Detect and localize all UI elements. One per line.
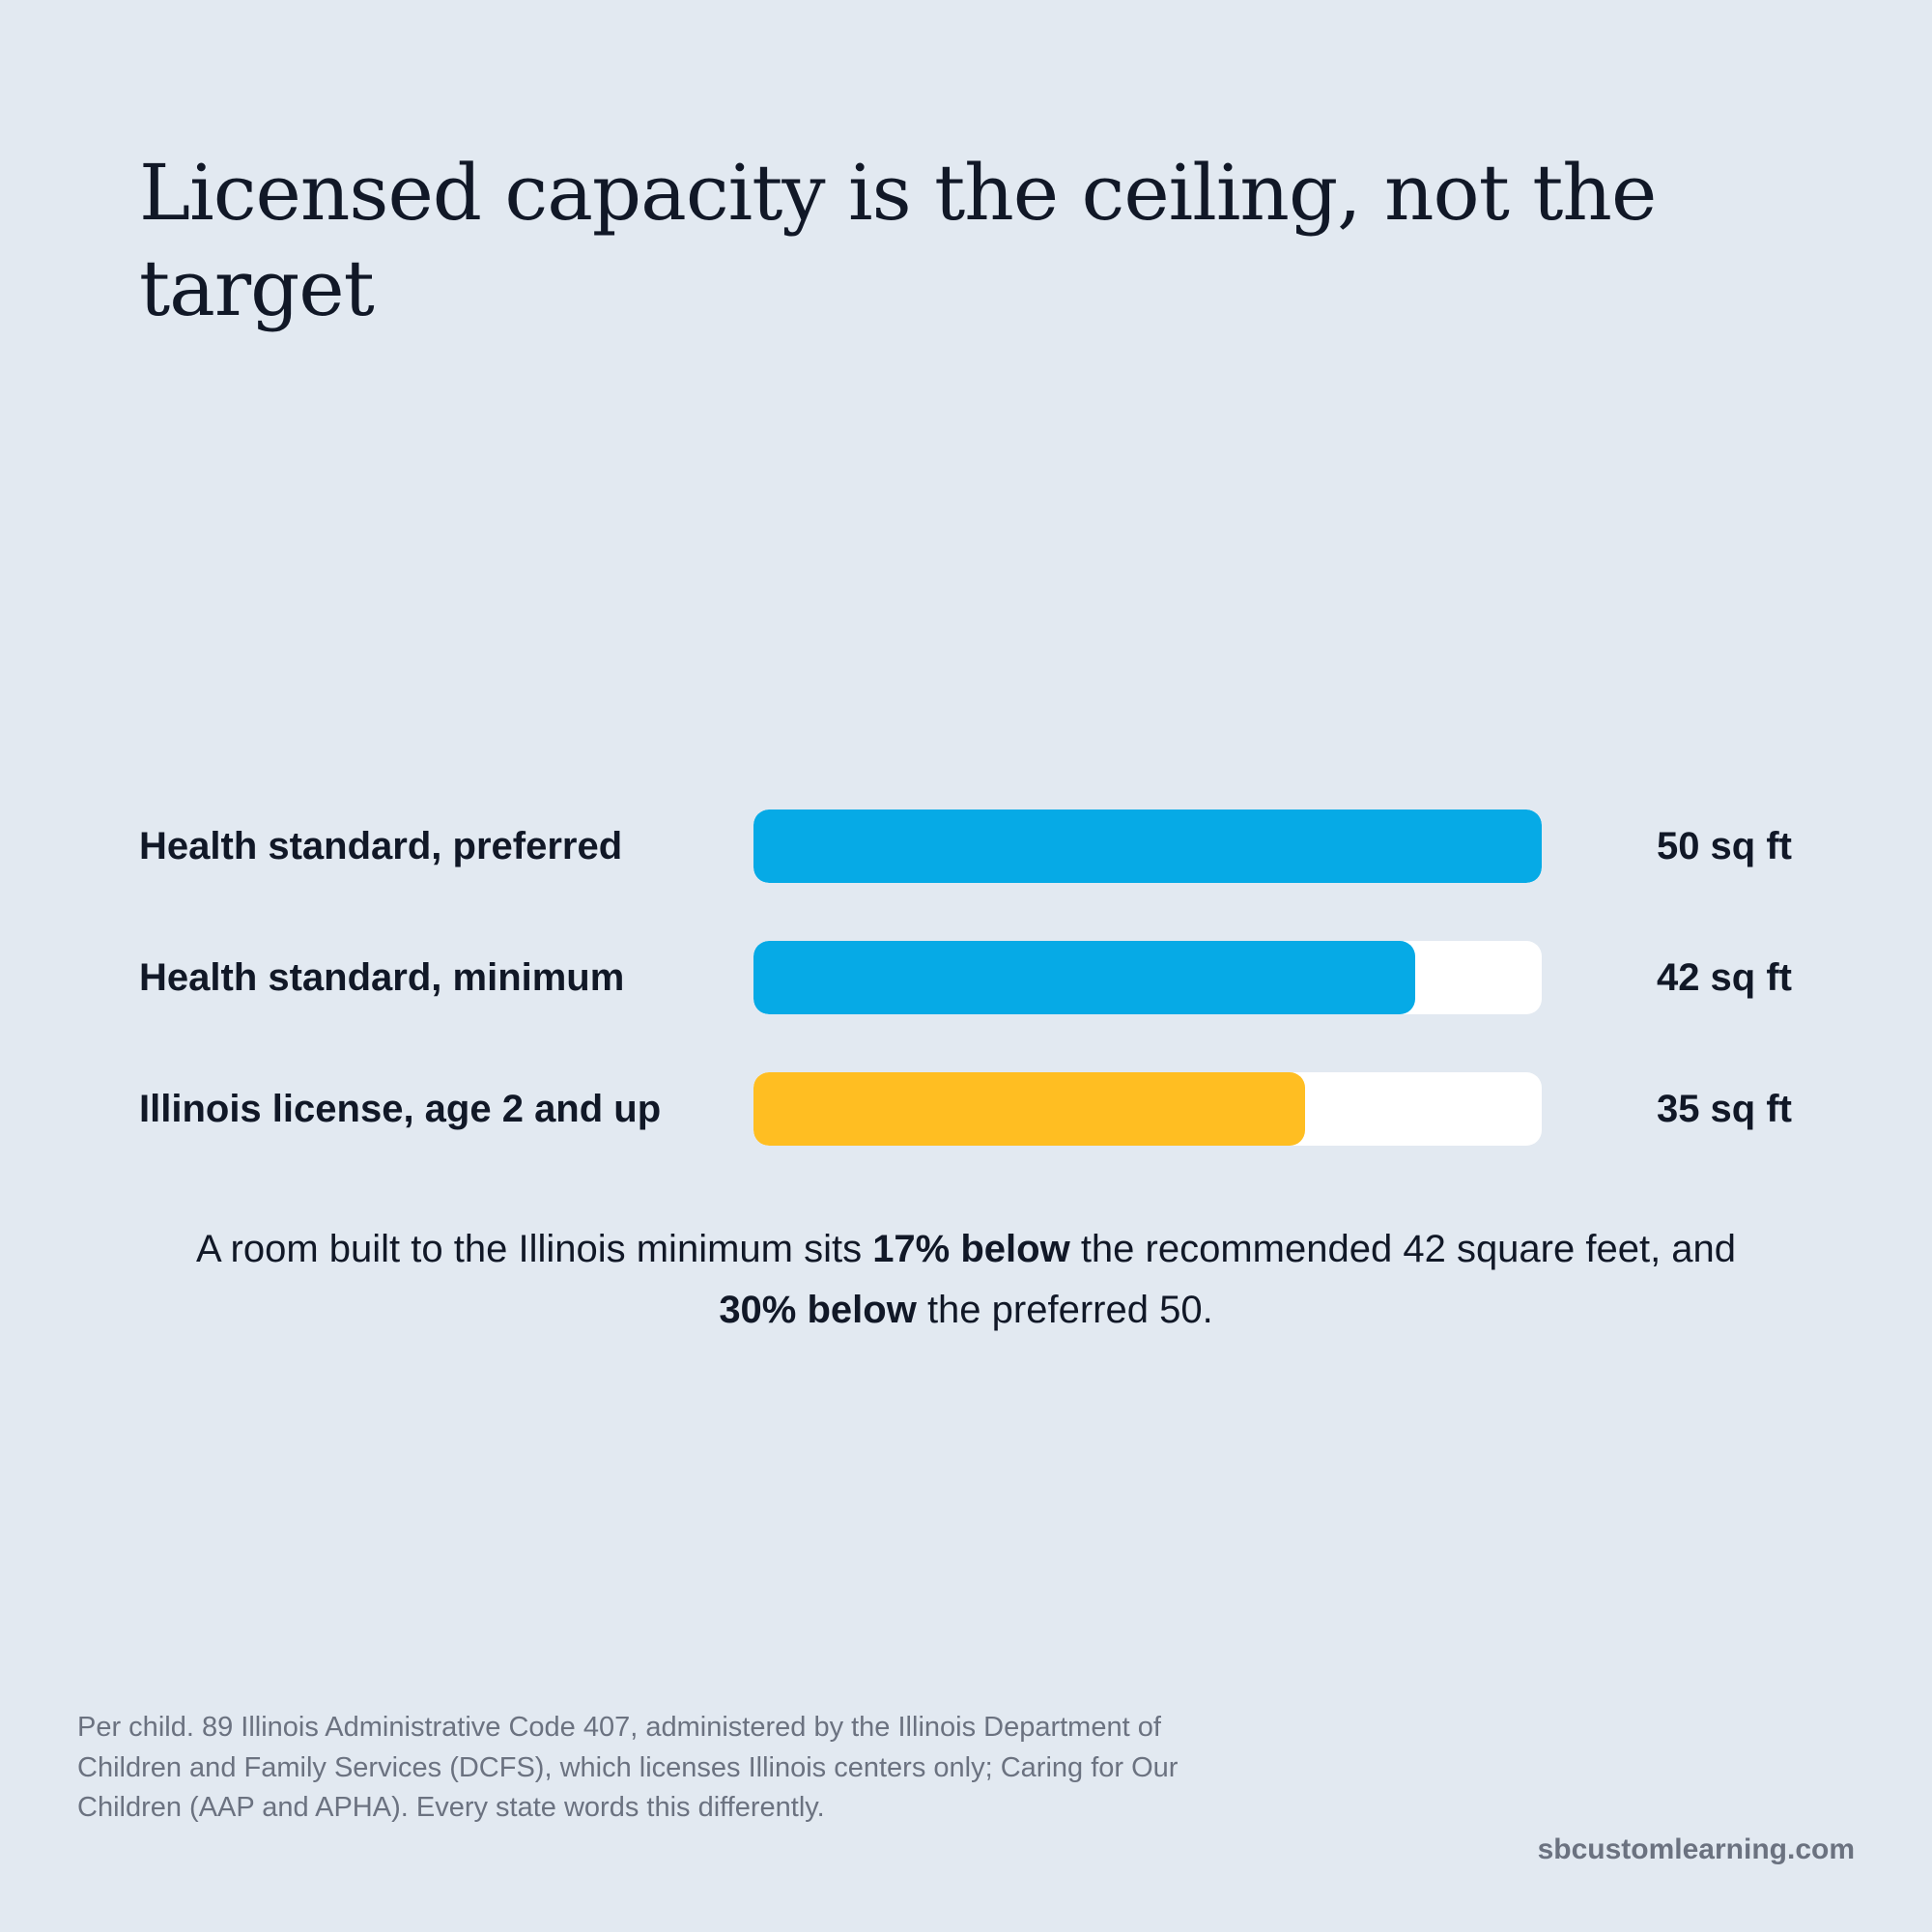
source-footnote: Per child. 89 Illinois Administrative Co… xyxy=(77,1712,1179,1823)
bar-track xyxy=(753,941,1542,1014)
bar-value-label: 35 sq ft xyxy=(1656,1088,1792,1130)
note-text-1: A room built to the Illinois minimum sit… xyxy=(195,1228,873,1270)
site-url: sbcustomlearning.com xyxy=(1537,1833,1855,1865)
bar-row: Health standard, minimum 42 sq ft xyxy=(0,941,1932,1014)
bar xyxy=(753,941,1415,1014)
bar xyxy=(753,1072,1305,1146)
bar-row: Illinois license, age 2 and up 35 sq ft xyxy=(0,1072,1932,1146)
note-text-2: the recommended 42 square feet, and xyxy=(1069,1228,1737,1270)
note-text-3: the preferred 50. xyxy=(916,1289,1213,1331)
bar-label: Illinois license, age 2 and up xyxy=(139,1088,662,1130)
bar-label: Health standard, minimum xyxy=(139,956,625,999)
note-highlight-2: 30% below xyxy=(719,1289,917,1331)
chart-title: Licensed capacity is the ceiling, not th… xyxy=(139,148,1657,333)
bar-row: Health standard, preferred 50 sq ft xyxy=(0,810,1932,883)
bar-value-label: 42 sq ft xyxy=(1656,956,1792,999)
bar-track xyxy=(753,810,1542,883)
summary-note: A room built to the Illinois minimum sit… xyxy=(193,1219,1739,1341)
bar-value-label: 50 sq ft xyxy=(1656,825,1792,867)
note-highlight-1: 17% below xyxy=(872,1228,1070,1270)
bar xyxy=(753,810,1542,883)
bar-label: Health standard, preferred xyxy=(139,825,623,867)
bar-track xyxy=(753,1072,1542,1146)
